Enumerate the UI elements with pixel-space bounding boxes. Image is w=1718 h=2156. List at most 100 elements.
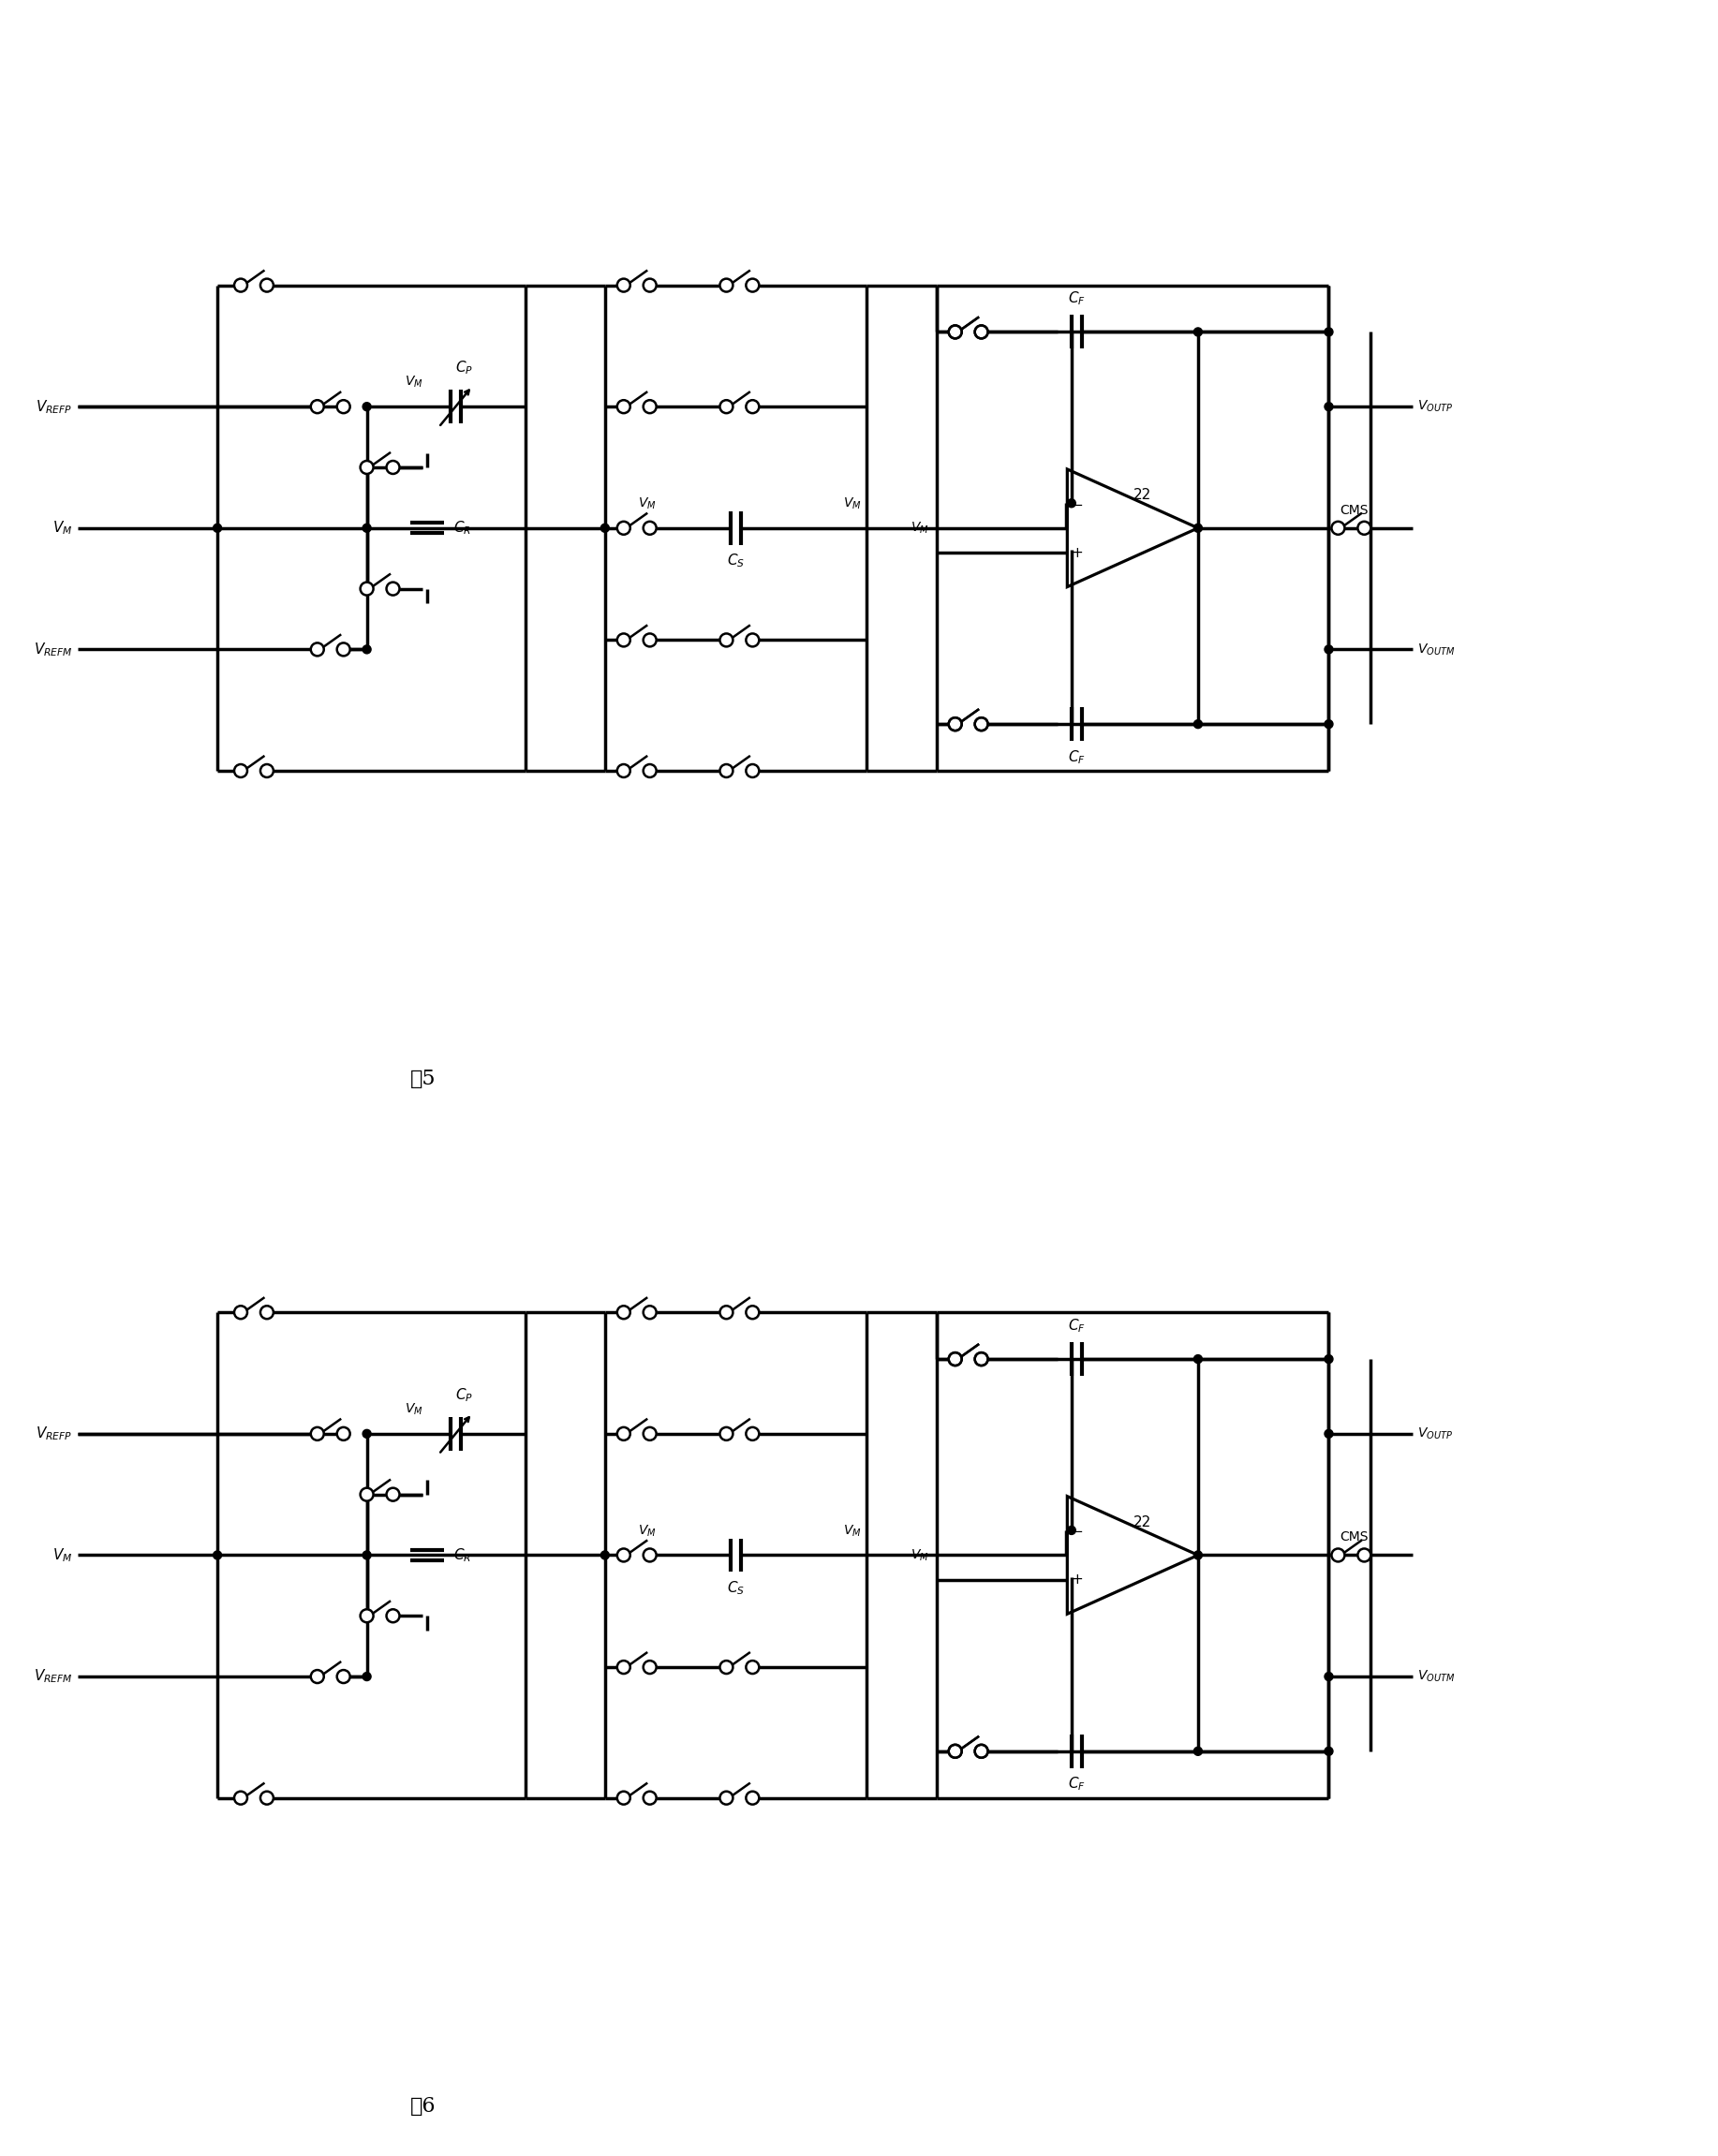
Circle shape: [720, 1792, 734, 1805]
Circle shape: [974, 326, 988, 338]
Circle shape: [311, 1671, 325, 1684]
Text: $+$: $+$: [1070, 1574, 1082, 1587]
Circle shape: [643, 1660, 656, 1673]
Circle shape: [974, 326, 988, 338]
Circle shape: [617, 522, 631, 535]
Text: $V_{OUTP}$: $V_{OUTP}$: [1417, 399, 1453, 414]
Text: $C_R$: $C_R$: [454, 1546, 471, 1563]
Text: 图5: 图5: [411, 1069, 436, 1089]
Circle shape: [1357, 1548, 1371, 1561]
Circle shape: [213, 524, 222, 533]
Circle shape: [362, 1429, 371, 1438]
Text: $V_M$: $V_M$: [911, 1548, 929, 1563]
Circle shape: [1325, 720, 1333, 729]
Circle shape: [643, 763, 656, 778]
Circle shape: [261, 278, 273, 291]
Circle shape: [1325, 328, 1333, 336]
Circle shape: [1194, 328, 1203, 336]
Text: $V_{REFP}$: $V_{REFP}$: [36, 399, 72, 416]
Text: $V_{REFM}$: $V_{REFM}$: [34, 1669, 72, 1686]
Circle shape: [1194, 1354, 1203, 1363]
Circle shape: [617, 401, 631, 414]
Circle shape: [643, 522, 656, 535]
Circle shape: [948, 326, 962, 338]
Text: $C_P$: $C_P$: [455, 1386, 474, 1404]
Text: $V_M$: $V_M$: [53, 1546, 72, 1563]
Circle shape: [362, 524, 371, 533]
Circle shape: [746, 634, 759, 647]
Circle shape: [1194, 1746, 1203, 1755]
Circle shape: [746, 1427, 759, 1440]
Circle shape: [617, 1427, 631, 1440]
Circle shape: [601, 1550, 610, 1559]
Circle shape: [234, 278, 247, 291]
Circle shape: [1325, 1429, 1333, 1438]
Circle shape: [948, 1352, 962, 1365]
Circle shape: [311, 401, 325, 414]
Circle shape: [1325, 645, 1333, 653]
Circle shape: [643, 1548, 656, 1561]
Text: $V_M$: $V_M$: [911, 520, 929, 535]
Circle shape: [617, 1660, 631, 1673]
Circle shape: [643, 401, 656, 414]
Circle shape: [617, 278, 631, 291]
Circle shape: [337, 401, 350, 414]
Text: CMS: CMS: [1340, 1531, 1369, 1544]
Circle shape: [1325, 403, 1333, 412]
Text: $V_{REFM}$: $V_{REFM}$: [34, 640, 72, 658]
Circle shape: [261, 1792, 273, 1805]
Circle shape: [746, 278, 759, 291]
Circle shape: [362, 1550, 371, 1559]
Text: 22: 22: [1132, 487, 1151, 502]
Circle shape: [361, 461, 373, 474]
Circle shape: [617, 634, 631, 647]
Circle shape: [948, 1744, 962, 1757]
Circle shape: [746, 1660, 759, 1673]
Circle shape: [362, 645, 371, 653]
Circle shape: [387, 582, 400, 595]
Text: $C_F$: $C_F$: [1069, 1317, 1086, 1335]
Circle shape: [948, 1352, 962, 1365]
Text: $V_M$: $V_M$: [844, 496, 862, 511]
Circle shape: [643, 1307, 656, 1319]
Circle shape: [643, 634, 656, 647]
Circle shape: [720, 634, 734, 647]
Text: $V_M$: $V_M$: [637, 496, 656, 511]
Text: $V_M$: $V_M$: [53, 520, 72, 537]
Circle shape: [974, 1352, 988, 1365]
Circle shape: [234, 763, 247, 778]
Circle shape: [361, 582, 373, 595]
Circle shape: [1194, 720, 1203, 729]
Circle shape: [617, 1792, 631, 1805]
Circle shape: [601, 524, 610, 533]
Circle shape: [720, 1660, 734, 1673]
Circle shape: [720, 278, 734, 291]
Circle shape: [1331, 522, 1345, 535]
Circle shape: [617, 1548, 631, 1561]
Circle shape: [261, 763, 273, 778]
Text: $C_S$: $C_S$: [727, 552, 744, 569]
Circle shape: [948, 718, 962, 731]
Circle shape: [720, 763, 734, 778]
Text: $+$: $+$: [1070, 545, 1082, 561]
Text: 图6: 图6: [411, 2096, 436, 2117]
Circle shape: [337, 1427, 350, 1440]
Circle shape: [643, 278, 656, 291]
Circle shape: [1067, 1526, 1075, 1535]
Circle shape: [948, 1744, 962, 1757]
Circle shape: [720, 1307, 734, 1319]
Text: $V_M$: $V_M$: [404, 375, 423, 390]
Text: $C_P$: $C_P$: [455, 360, 474, 377]
Circle shape: [746, 763, 759, 778]
Circle shape: [361, 1488, 373, 1501]
Text: $-$: $-$: [1070, 496, 1082, 511]
Circle shape: [362, 403, 371, 412]
Circle shape: [1357, 522, 1371, 535]
Circle shape: [1325, 1673, 1333, 1682]
Circle shape: [617, 763, 631, 778]
Circle shape: [311, 642, 325, 655]
Text: $V_{OUTP}$: $V_{OUTP}$: [1417, 1425, 1453, 1442]
Circle shape: [387, 1608, 400, 1621]
Text: CMS: CMS: [1340, 505, 1369, 517]
Circle shape: [974, 718, 988, 731]
